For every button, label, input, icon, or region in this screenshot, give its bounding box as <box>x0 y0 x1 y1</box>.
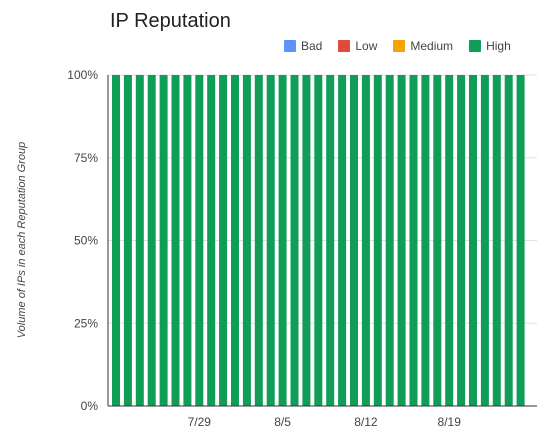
bar-high <box>385 75 394 406</box>
x-tick-label: 8/19 <box>438 415 462 429</box>
bar-high <box>171 75 180 406</box>
bar-high <box>159 75 168 406</box>
bar-high <box>516 75 525 406</box>
legend-item-bad[interactable]: Bad <box>284 39 322 53</box>
y-tick-label: 75% <box>74 151 98 165</box>
bar-high <box>326 75 335 406</box>
bar-high <box>112 75 120 406</box>
legend-swatch-bad <box>284 40 296 52</box>
y-tick-label: 100% <box>67 68 98 82</box>
legend: Bad Low Medium High <box>284 39 511 53</box>
x-tick-label: 8/5 <box>274 415 291 429</box>
bar-high <box>242 75 251 406</box>
bar-high <box>147 75 156 406</box>
bar-high <box>219 75 228 406</box>
y-tick-label: 50% <box>74 234 98 248</box>
legend-label-medium: Medium <box>410 39 454 53</box>
chart-title: IP Reputation <box>110 10 231 32</box>
y-tick-label: 25% <box>74 316 98 330</box>
bar-high <box>338 75 347 406</box>
bar-high <box>207 75 216 406</box>
bar-high <box>469 75 477 406</box>
bar-high <box>373 75 382 406</box>
bar-high <box>492 75 501 406</box>
bar-high <box>361 75 370 406</box>
bar-high <box>480 75 489 406</box>
y-tick-label: 0% <box>81 399 99 413</box>
legend-swatch-high <box>469 40 482 52</box>
bar-high <box>397 75 406 406</box>
legend-swatch-low <box>338 40 351 52</box>
bar-high <box>278 75 287 406</box>
bar-high <box>504 75 513 406</box>
bar-high <box>195 75 204 406</box>
bar-high <box>266 75 275 406</box>
x-tick-label: 8/12 <box>354 415 378 429</box>
bar-high <box>314 75 323 406</box>
bar-high <box>445 75 454 406</box>
bar-high <box>135 75 144 406</box>
legend-item-high[interactable]: High <box>469 39 511 53</box>
bar-high <box>254 75 263 406</box>
bar-high <box>290 75 299 406</box>
legend-swatch-medium <box>393 40 406 52</box>
bar-high <box>123 75 132 406</box>
bar-high <box>350 75 358 406</box>
legend-label-low: Low <box>355 39 378 53</box>
x-tick-label: 7/29 <box>188 415 212 429</box>
bar-high <box>231 75 239 406</box>
legend-item-medium[interactable]: Medium <box>393 39 453 53</box>
legend-item-low[interactable]: Low <box>338 39 377 53</box>
bar-high <box>433 75 442 406</box>
legend-label-high: High <box>486 39 511 53</box>
bar-high <box>302 75 311 406</box>
bar-high <box>409 75 418 406</box>
bar-high <box>183 75 192 406</box>
bar-high <box>457 75 466 406</box>
bar-high <box>421 75 430 406</box>
legend-label-bad: Bad <box>301 39 323 53</box>
